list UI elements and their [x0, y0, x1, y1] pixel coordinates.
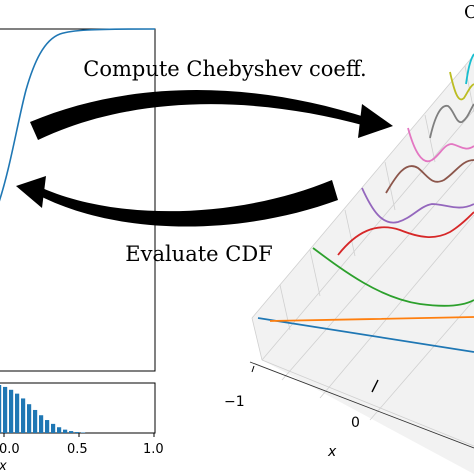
histogram-frame	[0, 382, 156, 434]
histogram-bar	[39, 415, 44, 433]
chebyshev-curve-3	[337, 211, 474, 256]
chebyshev-curve-0	[257, 317, 474, 353]
cdf-panel-frame	[0, 28, 156, 372]
compute-label: Compute Chebyshev coeff.	[83, 57, 366, 81]
chebyshev-curves	[257, 53, 474, 353]
histogram-bar	[15, 393, 20, 433]
chebyshev-curve-8	[449, 71, 474, 101]
histogram-bars	[0, 385, 86, 433]
histogram-panel: 0.0 0.5 1.0 x	[0, 382, 164, 474]
surface-tick-label-0: −1	[224, 394, 245, 410]
backward-arrow-body	[40, 180, 338, 227]
histogram-xlabel: x	[0, 459, 7, 474]
corner-letter: C	[464, 2, 474, 23]
tick-mark	[251, 365, 255, 373]
x-axis-line	[249, 361, 474, 449]
tick-label-2: 1.0	[143, 442, 164, 457]
chebyshev-curve-4	[361, 187, 474, 224]
tick-mark	[371, 379, 379, 393]
backward-arrow-head	[16, 176, 46, 208]
tick-label-1: 0.5	[67, 442, 88, 457]
histogram-bar	[3, 386, 8, 433]
chebyshev-curve-5	[385, 159, 474, 194]
histogram-bar	[51, 423, 56, 433]
chebyshev-curve-2	[312, 247, 474, 307]
tick-label-0: 0.0	[0, 442, 20, 457]
grid-lines	[251, 54, 474, 447]
histogram-bar	[69, 431, 74, 433]
chebyshev-curve-6	[407, 127, 474, 163]
histogram-bar	[63, 429, 68, 433]
chebyshev-curve-7	[429, 103, 474, 139]
histogram-bar	[57, 427, 62, 433]
surface-3d-plot: −1 0 x C	[224, 2, 474, 474]
forward-arrow	[30, 89, 393, 140]
forward-arrow-head	[358, 104, 393, 138]
surface-xlabel: x	[327, 444, 337, 460]
surface-tick-label-1: 0	[351, 415, 360, 431]
histogram-bar	[9, 389, 14, 433]
histogram-bar	[75, 432, 80, 433]
forward-arrow-body	[30, 89, 368, 140]
histogram-bar	[27, 404, 32, 433]
histogram-bar	[33, 409, 38, 433]
backward-arrow	[16, 176, 338, 227]
chebyshev-curve-1	[269, 316, 474, 322]
cdf-curve	[0, 28, 156, 202]
cdf-panel	[0, 28, 156, 372]
floor-pane	[252, 55, 474, 474]
chebyshev-curve-9	[465, 53, 474, 85]
evaluate-label: Evaluate CDF	[125, 242, 273, 266]
histogram-bar	[21, 398, 26, 433]
histogram-bar	[45, 420, 50, 433]
histogram-bar	[0, 385, 2, 433]
